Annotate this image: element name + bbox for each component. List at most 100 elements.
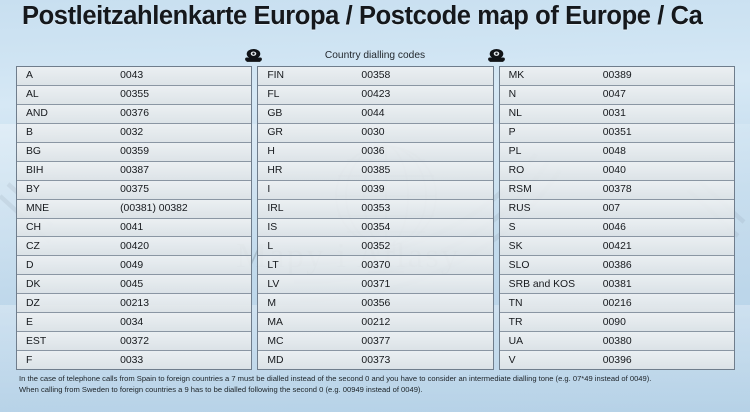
caption-text: Country dialling codes <box>324 49 426 61</box>
country-code: RSM <box>508 184 532 196</box>
country-code: MA <box>267 316 283 328</box>
dialling-codes-column-1: A 0043 AL 00355 AND 00376 B 0032 BG 00359 BIH… <box>16 66 253 370</box>
table-row: MK 00389 <box>499 67 734 86</box>
table-row: CH 0041 <box>17 218 252 238</box>
dialling-number: 0040 <box>602 165 626 177</box>
dialling-number: 00353 <box>361 203 391 215</box>
dialling-number: 0044 <box>361 108 385 120</box>
dialling-number: 00375 <box>120 184 149 196</box>
country-code: GR <box>267 127 283 139</box>
table-row: TN 00216 <box>499 294 734 314</box>
table-row: F 0033 <box>17 351 252 370</box>
country-code: TR <box>508 316 523 328</box>
country-code: AL <box>26 89 39 101</box>
table-row: IRL 00353 <box>258 199 493 219</box>
country-code: A <box>26 70 33 82</box>
country-code: IRL <box>267 203 284 215</box>
dialling-number: 0048 <box>602 146 626 158</box>
page-title: Postleitzahlenkarte Europa / Postcode ma… <box>22 2 703 30</box>
table-row: A 0043 <box>17 67 252 86</box>
dialling-number: 00355 <box>120 89 149 101</box>
country-code: SRB and KOS <box>508 278 576 290</box>
table-row: B 0032 <box>17 123 252 143</box>
dialling-number: 00378 <box>602 184 632 196</box>
dialling-number: 00377 <box>361 335 391 347</box>
country-code: CZ <box>26 240 40 252</box>
country-code: AND <box>26 108 48 120</box>
table-row: L 00352 <box>258 237 493 257</box>
table-row: TR 0090 <box>499 313 734 333</box>
country-code: TN <box>508 297 523 309</box>
table-row: AL 00355 <box>17 85 252 105</box>
table-row: NL 0031 <box>499 104 734 124</box>
table-row: BY 00375 <box>17 180 252 200</box>
dialling-number: 0030 <box>361 127 385 139</box>
country-code: FIN <box>267 70 285 82</box>
table-row: SRB and KOS 00381 <box>499 275 734 295</box>
table-row: E 0034 <box>17 313 252 333</box>
table-row: D 0049 <box>17 256 252 276</box>
dialling-number: 0034 <box>120 316 144 328</box>
dialling-number: 007 <box>602 203 621 215</box>
country-code: SLO <box>508 259 530 271</box>
country-code: DZ <box>26 297 40 309</box>
dialling-number: 0045 <box>120 278 144 290</box>
dialling-number: 00359 <box>120 146 149 158</box>
country-code: MK <box>508 70 525 82</box>
dialling-number: 00352 <box>361 240 391 252</box>
country-code: H <box>267 146 275 158</box>
dialling-number: 00381 <box>602 278 632 290</box>
table-row: LT 00370 <box>258 256 493 276</box>
country-code: FL <box>267 89 280 101</box>
table-row: M 00356 <box>258 294 493 314</box>
table-row: RSM 00378 <box>499 180 734 200</box>
dialling-number: 0039 <box>361 184 385 196</box>
country-code: SK <box>508 240 523 252</box>
dialling-codes-table: A 0043 AL 00355 AND 00376 B 0032 BG 00359 BIH… <box>16 66 735 370</box>
country-code: V <box>508 354 516 366</box>
country-code: B <box>26 127 33 139</box>
country-code: LV <box>267 278 280 290</box>
country-code: LT <box>267 259 279 271</box>
country-code: DK <box>26 278 41 290</box>
dialling-number: 0032 <box>120 127 144 139</box>
country-code: MNE <box>26 203 50 215</box>
country-code: RO <box>508 165 525 177</box>
country-code: RUS <box>508 203 531 215</box>
country-code: BIH <box>26 165 44 177</box>
table-row: MNE (00381) 00382 <box>17 199 252 219</box>
country-code: P <box>508 127 516 139</box>
table-row: FL 00423 <box>258 85 493 105</box>
country-code: BG <box>26 146 42 158</box>
dialling-number: 00351 <box>602 127 632 139</box>
table-row: RO 0040 <box>499 161 734 181</box>
dialling-number: 00385 <box>361 165 391 177</box>
country-code: HR <box>267 165 283 177</box>
dialling-codes-column-2: FIN 00358 FL 00423 GB 0044 GR 0030 H 0036 HR 0… <box>257 66 494 370</box>
table-row: S 0046 <box>499 218 734 238</box>
caption-row: Country dialling codes <box>0 44 750 66</box>
footnote-line-1: In the case of telephone calls from Spai… <box>19 374 652 383</box>
table-row: CZ 00420 <box>17 237 252 257</box>
table-row: IS 00354 <box>258 218 493 238</box>
dialling-number: 00421 <box>602 240 632 252</box>
table-row: MC 00377 <box>258 332 493 352</box>
dialling-number: 00370 <box>361 259 391 271</box>
table-row: HR 00385 <box>258 161 493 181</box>
table-row: DZ 00213 <box>17 294 252 314</box>
dialling-number: 0043 <box>120 70 144 82</box>
table-row: SK 00421 <box>499 237 734 257</box>
dialling-number: 0041 <box>120 221 144 233</box>
country-code: M <box>267 297 276 309</box>
table-row: MA 00212 <box>258 313 493 333</box>
country-code: S <box>508 221 516 233</box>
country-code: MC <box>267 335 284 347</box>
table-row: V 00396 <box>499 351 734 370</box>
dialling-number: 00386 <box>602 259 632 271</box>
dialling-number: 00380 <box>602 335 632 347</box>
dialling-number: 00373 <box>361 354 391 366</box>
table-row: AND 00376 <box>17 104 252 124</box>
country-code: UA <box>508 335 524 347</box>
dialling-number: 00371 <box>361 278 391 290</box>
